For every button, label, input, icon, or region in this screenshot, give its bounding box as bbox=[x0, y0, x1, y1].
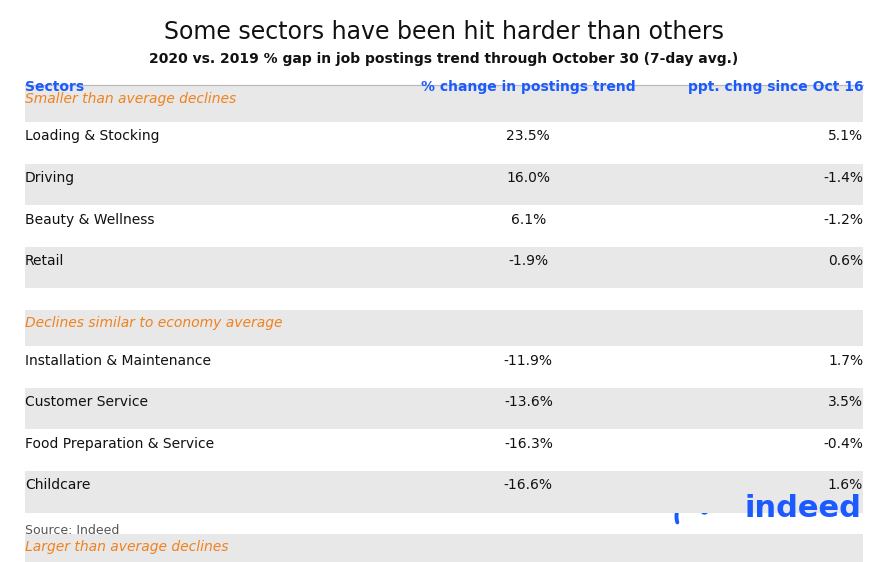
Text: 23.5%: 23.5% bbox=[506, 129, 551, 143]
Text: -13.6%: -13.6% bbox=[503, 395, 553, 409]
Text: Source: Indeed: Source: Indeed bbox=[25, 524, 119, 537]
Text: Loading & Stocking: Loading & Stocking bbox=[25, 129, 159, 143]
Text: Beauty & Wellness: Beauty & Wellness bbox=[25, 212, 155, 226]
Text: Some sectors have been hit harder than others: Some sectors have been hit harder than o… bbox=[164, 20, 724, 44]
Text: Customer Service: Customer Service bbox=[25, 395, 148, 409]
Text: Food Preparation & Service: Food Preparation & Service bbox=[25, 437, 214, 451]
Text: -0.4%: -0.4% bbox=[823, 437, 863, 451]
Text: ppt. chng since Oct 16: ppt. chng since Oct 16 bbox=[687, 80, 863, 94]
Text: indeed: indeed bbox=[744, 493, 861, 523]
Text: 1.7%: 1.7% bbox=[828, 353, 863, 368]
Text: Retail: Retail bbox=[25, 254, 64, 268]
Text: -16.6%: -16.6% bbox=[503, 478, 553, 492]
Text: -1.4%: -1.4% bbox=[823, 171, 863, 185]
Text: -11.9%: -11.9% bbox=[503, 353, 553, 368]
Text: 16.0%: 16.0% bbox=[506, 171, 551, 185]
Text: Driving: Driving bbox=[25, 171, 75, 185]
Text: -1.2%: -1.2% bbox=[823, 212, 863, 226]
Text: Installation & Maintenance: Installation & Maintenance bbox=[25, 353, 210, 368]
Text: 0.6%: 0.6% bbox=[828, 254, 863, 268]
Text: Declines similar to economy average: Declines similar to economy average bbox=[25, 316, 282, 330]
Text: -16.3%: -16.3% bbox=[503, 437, 553, 451]
Text: Sectors: Sectors bbox=[25, 80, 84, 94]
Text: 5.1%: 5.1% bbox=[828, 129, 863, 143]
Text: Larger than average declines: Larger than average declines bbox=[25, 541, 228, 555]
Text: 3.5%: 3.5% bbox=[829, 395, 863, 409]
Text: -1.9%: -1.9% bbox=[508, 254, 549, 268]
Text: Smaller than average declines: Smaller than average declines bbox=[25, 92, 236, 106]
Text: Childcare: Childcare bbox=[25, 478, 91, 492]
Text: 6.1%: 6.1% bbox=[511, 212, 546, 226]
Text: 2020 vs. 2019 % gap in job postings trend through October 30 (7-day avg.): 2020 vs. 2019 % gap in job postings tren… bbox=[149, 52, 739, 66]
Text: % change in postings trend: % change in postings trend bbox=[421, 80, 636, 94]
Text: 1.6%: 1.6% bbox=[828, 478, 863, 492]
